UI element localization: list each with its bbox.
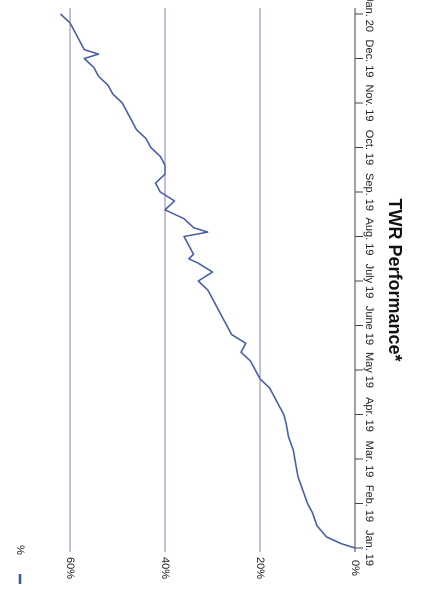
- x-tick-label: June 19: [363, 306, 375, 345]
- chart-title: TWR Performance*: [385, 198, 405, 361]
- y-tick-label: 40%: [159, 557, 171, 579]
- y-tick-label: 60%: [64, 557, 76, 579]
- y-tick-label: 0%: [349, 560, 361, 576]
- x-tick-label: Dec. 19: [363, 40, 375, 78]
- x-tick-label: Mar. 19: [363, 441, 375, 478]
- y-tick-label: 20%: [254, 557, 266, 579]
- series-line: [59, 13, 356, 549]
- x-tick-label: Apr. 19: [363, 397, 375, 432]
- x-tick-label: Oct. 19: [363, 130, 375, 165]
- x-tick-label: Jan. 20: [363, 0, 375, 32]
- x-tick-label: Aug. 19: [363, 218, 375, 256]
- x-tick-label: Sep. 19: [363, 173, 375, 211]
- x-tick-label: July 19: [363, 264, 375, 299]
- legend-label: %: [14, 545, 26, 555]
- x-tick-label: May 19: [363, 352, 375, 388]
- plot-area: Jan. 19 Feb. 19 Mar. 19 Apr. 19 May 19 June 1…: [59, 0, 375, 579]
- x-tick-label: Nov. 19: [363, 84, 375, 121]
- legend: %: [14, 545, 26, 584]
- x-tick-label: Jan. 19: [363, 530, 375, 566]
- x-tick-label: Feb. 19: [363, 485, 375, 522]
